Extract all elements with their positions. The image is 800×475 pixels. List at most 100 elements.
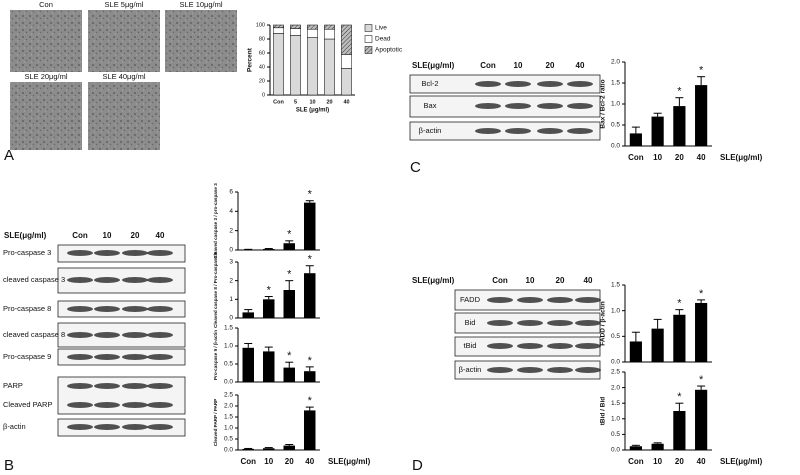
blot-band [147, 383, 173, 389]
blot-band [147, 354, 173, 360]
lane-label: 20 [546, 61, 555, 70]
blot-band [122, 277, 148, 283]
micrograph-label: SLE 40μg/ml [102, 72, 145, 81]
blot-row-label: Pro-caspase 3 [3, 248, 51, 257]
blot-band [475, 103, 501, 109]
y-axis-label: Cleaved PARP / PARP [213, 399, 218, 446]
blot-membrane [57, 418, 186, 437]
blot-band [505, 81, 531, 87]
y-tick-label: 6 [229, 189, 233, 196]
blot-membrane [57, 244, 186, 263]
bar-segment [273, 27, 284, 34]
blot-band [94, 383, 120, 389]
x-tick-label: Con [628, 153, 644, 162]
blot-membrane [57, 348, 186, 366]
bar-segment [273, 33, 284, 96]
x-tick-label: Con [273, 99, 284, 105]
x-tick-label: 10 [653, 153, 662, 162]
blot-band [122, 424, 148, 430]
y-tick-label: 1.0 [611, 101, 620, 108]
lane-label: Con [72, 231, 88, 240]
x-tick-label: 20 [285, 457, 294, 466]
blot-band [67, 332, 93, 338]
bar [629, 341, 642, 362]
blot-band [67, 402, 93, 408]
bar-segment [324, 38, 335, 96]
blot-row-label: Pro-caspase 9 [3, 352, 51, 361]
bar-segment [307, 28, 318, 38]
x-tick-label: 40 [343, 99, 349, 105]
blot-band [122, 354, 148, 360]
lane-label: 40 [576, 61, 585, 70]
blot-band [147, 250, 173, 256]
y-axis-label: FADD / β-actin [600, 301, 607, 345]
blot-band [67, 354, 93, 360]
bar-segment [324, 28, 335, 40]
bar [283, 445, 295, 450]
y-tick-label: 1 [229, 296, 233, 303]
y-tick-label: 0.0 [611, 447, 620, 454]
significance-mark: * [699, 374, 704, 386]
y-tick-label: 80 [259, 36, 265, 42]
blot-row-label: Pro-caspase 8 [3, 304, 51, 313]
bar [695, 85, 708, 146]
legend-swatch [364, 35, 373, 43]
x-axis-label: SLE(μg/ml) [328, 457, 371, 466]
significance-mark: * [677, 86, 682, 98]
x-tick-label: 10 [653, 457, 662, 466]
bar [651, 116, 664, 146]
blot-row-label: PARP [3, 381, 23, 390]
blot-band [487, 320, 513, 326]
bar [673, 411, 686, 450]
blot-band [537, 128, 563, 134]
blot-band [147, 424, 173, 430]
y-tick-label: 1.0 [611, 307, 620, 314]
bar-segment [290, 24, 301, 29]
blot-band [67, 383, 93, 389]
y-tick-label: 60 [259, 50, 265, 56]
bar-segment [307, 37, 318, 96]
blot-title: SLE(μg/ml) [412, 276, 455, 285]
bar-segment [273, 24, 284, 29]
bar [304, 371, 316, 382]
y-tick-label: 1.0 [224, 343, 233, 350]
bar-segment [290, 35, 301, 96]
blot-band [94, 277, 120, 283]
bar [283, 290, 295, 318]
y-tick-label: 1.5 [611, 80, 620, 87]
y-axis-label: Cleaved caspase 3 / pro-caspase 3 [213, 183, 218, 259]
blot-band [122, 402, 148, 408]
bar-segment [341, 68, 352, 96]
blot-membrane [409, 95, 601, 118]
significance-mark: * [308, 355, 313, 367]
blot-band [487, 297, 513, 303]
blot-band [147, 402, 173, 408]
y-tick-label: 3 [229, 259, 233, 266]
lane-label: 40 [584, 276, 593, 285]
y-tick-label: 0.5 [611, 431, 620, 438]
blot-band [517, 297, 543, 303]
micrograph-label: SLE 5μg/ml [105, 0, 144, 9]
y-axis-label: Cleaved caspase 8 / Pro-caspase 8 [213, 252, 218, 328]
bar [304, 273, 316, 318]
y-tick-label: 2.5 [224, 392, 233, 399]
blot-row-label: Bax [424, 101, 437, 110]
y-tick-label: 40 [259, 64, 265, 70]
bar [651, 328, 664, 362]
blot-band [537, 81, 563, 87]
bar-segment [341, 54, 352, 69]
blot-band [575, 320, 601, 326]
x-tick-label: 10 [264, 457, 273, 466]
significance-mark: * [287, 350, 292, 362]
blot-membrane [57, 376, 186, 415]
blot-band [67, 306, 93, 312]
y-tick-label: 1.5 [224, 414, 233, 421]
bar [283, 367, 295, 382]
blot-band [517, 367, 543, 373]
blot-row-label: β-actin [419, 126, 442, 135]
x-tick-label: 40 [305, 457, 314, 466]
bar-segment [324, 24, 335, 30]
blot-row-label: FADD [460, 295, 481, 304]
blot-row-label: cleaved caspase 8 [3, 330, 65, 339]
blot-membrane [57, 300, 186, 318]
